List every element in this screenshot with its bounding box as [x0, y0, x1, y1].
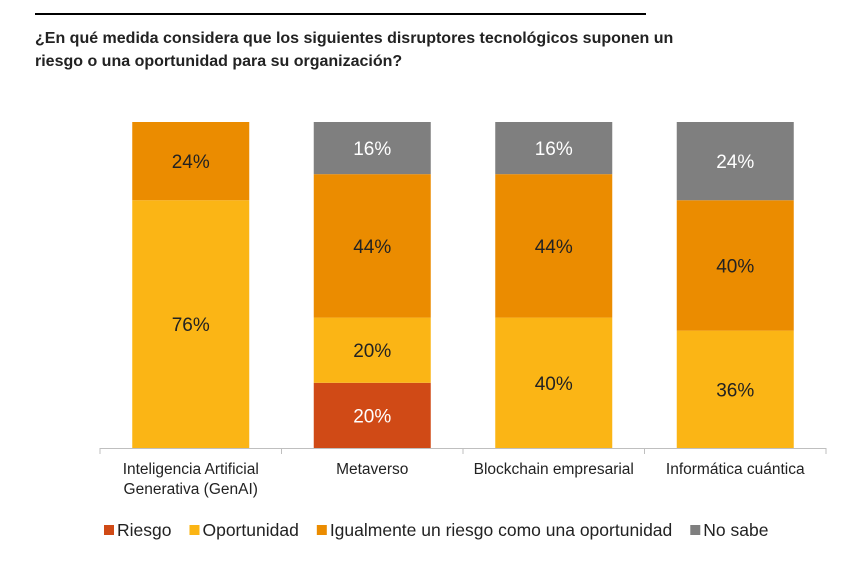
- legend-label: Igualmente un riesgo como una oportunida…: [330, 520, 672, 540]
- legend-label: Oportunidad: [202, 520, 298, 540]
- data-label: 76%: [172, 315, 210, 336]
- data-label: 40%: [716, 256, 754, 277]
- data-label: 40%: [535, 374, 573, 395]
- category-label: Inteligencia Artificial: [123, 461, 259, 478]
- bar-segment: [132, 122, 250, 201]
- legend-swatch: [316, 525, 327, 535]
- category-label: Informática cuántica: [666, 461, 805, 478]
- legend-swatch: [189, 525, 200, 535]
- bar-segment: [495, 174, 613, 318]
- bar-segment: [313, 122, 431, 175]
- data-label: 44%: [535, 237, 573, 258]
- bar-segment: [495, 317, 613, 448]
- bar-segment: [132, 200, 250, 448]
- data-label: 24%: [716, 152, 754, 173]
- bar-segment: [313, 174, 431, 318]
- data-label: 20%: [353, 406, 391, 427]
- bar-segment: [676, 200, 794, 331]
- legend-swatch: [104, 525, 114, 535]
- data-label: 20%: [353, 341, 391, 362]
- data-label: 16%: [353, 139, 391, 160]
- bar-segment: [676, 122, 794, 201]
- chart-title: ¿En qué medida considera que los siguien…: [35, 30, 674, 70]
- category-label: Metaverso: [336, 461, 408, 478]
- bar-segment: [676, 330, 794, 448]
- data-label: 36%: [716, 380, 754, 401]
- category-label: Blockchain empresarial: [474, 461, 634, 478]
- data-label: 44%: [353, 237, 391, 258]
- bar-segment: [313, 382, 431, 448]
- title-rule: [35, 13, 646, 15]
- data-label: 24%: [172, 152, 210, 173]
- data-label: 16%: [535, 139, 573, 160]
- bar-segment: [495, 122, 613, 175]
- legend-label: No sabe: [703, 520, 768, 540]
- legend-label: Riesgo: [117, 520, 171, 540]
- legend-swatch: [690, 525, 701, 535]
- bar-segment: [313, 317, 431, 383]
- category-label: Generativa (GenAI): [124, 481, 258, 498]
